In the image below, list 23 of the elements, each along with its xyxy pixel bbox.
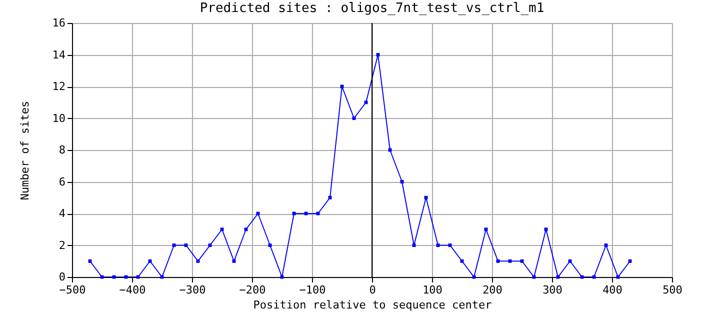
x-tick-label: 500	[662, 284, 682, 296]
y-axis-title: Number of sites	[18, 100, 32, 200]
x-tick-label: −200	[239, 284, 266, 296]
y-tick-label: 0	[58, 270, 66, 284]
x-tick-label: −300	[179, 284, 206, 296]
x-tick-label: −400	[119, 284, 146, 296]
y-tick-label: 14	[52, 48, 66, 62]
x-tick-label: −500	[59, 284, 86, 296]
y-tick-label: 2	[58, 238, 66, 252]
y-tick-label: 8	[58, 144, 66, 156]
y-tick-label: 4	[58, 207, 66, 220]
x-tick-label: −100	[299, 284, 326, 296]
x-tick-label: 0	[369, 284, 376, 296]
x-tick-label: 400	[602, 284, 622, 296]
y-tick-label: 10	[52, 112, 66, 125]
y-tick-label: 12	[52, 80, 66, 93]
x-axis-title: Position relative to sequence center	[253, 298, 492, 312]
chart-title: Predicted sites : oligos_7nt_test_vs_ctrl_m1	[200, 1, 544, 16]
x-tick-label: 100	[422, 284, 442, 296]
x-tick-label: 300	[542, 284, 562, 296]
x-tick-label: 200	[482, 284, 502, 296]
y-tick-label: 6	[58, 175, 66, 188]
y-tick-label: 16	[52, 16, 66, 30]
